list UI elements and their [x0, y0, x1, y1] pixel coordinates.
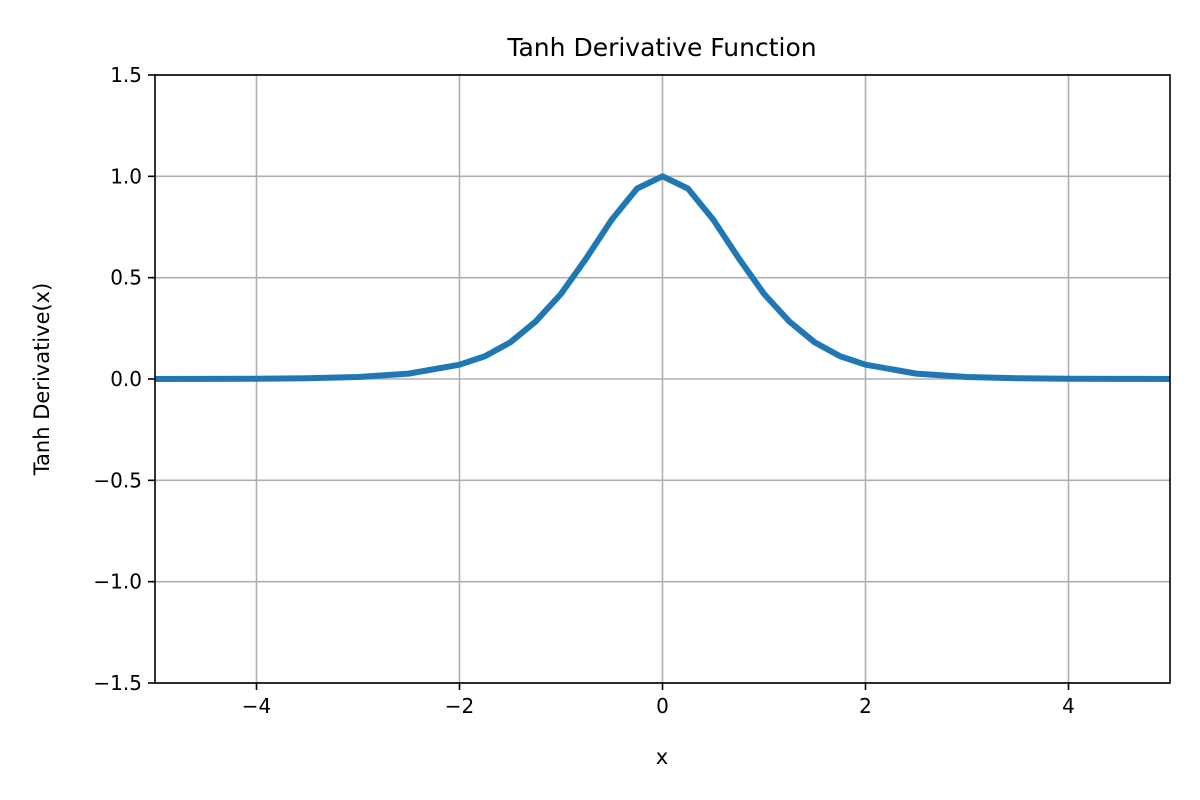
y-tick-label: −1.5 — [93, 671, 142, 695]
tick-layer: −4 −2 0 2 4 −1.5 −1.0 −0.5 0.0 0.5 1.0 1.5 — [93, 63, 1074, 718]
y-tick-label: 0.5 — [110, 266, 142, 290]
series-layer — [154, 173, 1171, 382]
y-tick-label: 0.0 — [110, 367, 142, 391]
y-tick-label: 1.5 — [110, 63, 142, 87]
x-tick-label: 0 — [656, 694, 669, 718]
y-axis-label: Tanh Derivative(x) — [30, 283, 54, 477]
y-tick-label: −0.5 — [93, 468, 142, 492]
x-tick-label: 2 — [859, 694, 872, 718]
x-tick-label: 4 — [1062, 694, 1075, 718]
x-tick-label: −2 — [445, 694, 474, 718]
x-tick-label: −4 — [242, 694, 271, 718]
y-tick-label: 1.0 — [110, 164, 142, 188]
y-tick-label: −1.0 — [93, 570, 142, 594]
x-axis-label: x — [656, 745, 668, 769]
chart-title: Tanh Derivative Function — [506, 33, 816, 62]
series-line — [154, 173, 1171, 382]
